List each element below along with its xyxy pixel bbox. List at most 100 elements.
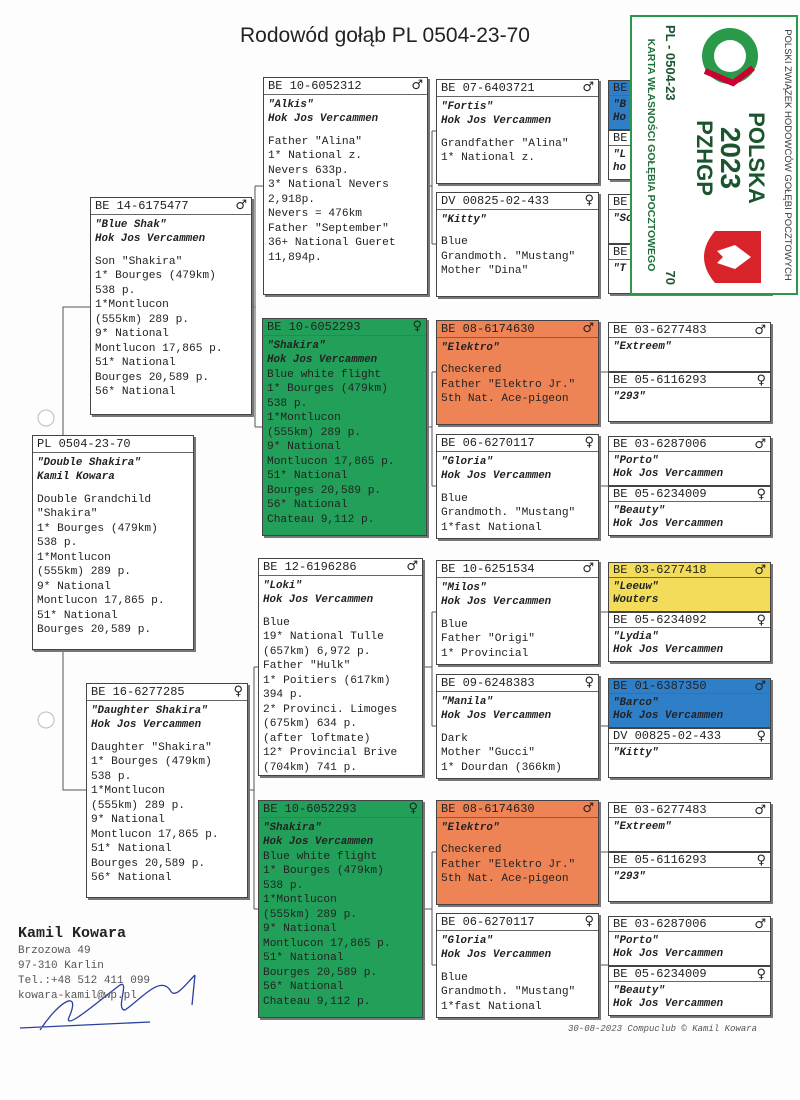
pigeon-owner: Hok Jos Vercammen [613, 644, 724, 656]
pedigree-line: 36+ National Gueret [268, 237, 396, 249]
ring-header: DV 00825-02-433 ♀ [437, 193, 598, 210]
ring-number: BE 05-6234009 [613, 487, 707, 501]
pedigree-line: Father "Hulk" [263, 660, 351, 672]
pedigree-line: Blue white flight [263, 850, 378, 863]
ring-number: BE [613, 245, 628, 259]
pigeon-card: BE 03-6287006 ♂ "Porto" Hok Jos Vercammen [608, 436, 771, 486]
pedigree-line: 1* Dourdan (366km) [441, 761, 562, 774]
ring-number: PL 0504-23-70 [37, 437, 131, 451]
pigeon-owner: Hok Jos Vercammen [441, 949, 552, 961]
ring-header: BE 01-6387350 ♂ [609, 679, 770, 694]
ring-number: BE 10-6052293 [267, 320, 361, 334]
sex-symbol: ♀ [584, 675, 594, 690]
pedigree-line: 1* Poitiers (617km) [263, 674, 391, 687]
pedigree-line: Mother "Dina" [441, 265, 529, 277]
pigeon-name: "T [613, 263, 626, 275]
ring-header: BE 03-6287006 ♂ [609, 437, 770, 452]
pedigree-line: Grandfather "Alina" [441, 137, 569, 150]
sex-symbol: ♂ [754, 563, 766, 578]
ring-header: BE 10-6052293 ♀ [263, 319, 426, 336]
spacer [441, 227, 594, 235]
breeder-info: Kamil Kowara Brzozowa 49 97-310 Karlin T… [18, 924, 150, 1004]
sex-symbol: ♂ [411, 78, 423, 93]
pigeon-name: "Milos" [441, 581, 487, 594]
sex-symbol: ♂ [406, 559, 418, 574]
pedigree-line: 9* National [95, 328, 169, 340]
pedigree-line: Blue [441, 492, 468, 505]
card-center: POLSKA 2023 PZHGP [691, 112, 769, 204]
pedigree-line: 538 p. [263, 879, 304, 892]
spacer [91, 733, 243, 741]
pigeon-name: "Shakira" [267, 339, 326, 352]
breeder-phone: Tel.:+48 512 411 099 [18, 975, 151, 987]
ring-number: BE [613, 195, 628, 209]
pigeon-name: "Fortis" [441, 100, 493, 113]
pedigree-line: 1* National z. [268, 150, 362, 162]
breeder-street: Brzozowa 49 [18, 945, 91, 957]
ring-number: BE 10-6052293 [263, 802, 357, 816]
union-name: POLSKI ZWIĄZEK HODOWCÓW GOŁĘBI POCZTOWYC… [782, 29, 793, 281]
ring-number: BE 03-6277483 [613, 803, 707, 817]
pigeon-name: "Daughter Shakira" [91, 704, 208, 717]
pigeon-name: "Porto" [613, 455, 659, 467]
pedigree-line: 12* Provincial Brive [263, 747, 398, 759]
sex-symbol: ♀ [756, 373, 766, 388]
pigeon-owner: Hok Jos Vercammen [441, 115, 552, 127]
sex-symbol: ♂ [754, 917, 766, 932]
footer: 30-08-2023 Compuclub © Kamil Kowara [568, 1024, 758, 1034]
pigeon-card: BE 03-6277483 ♂ "Extreem" [608, 322, 771, 372]
pedigree-line: Chateau 9,112 p. [263, 995, 371, 1008]
pigeon-card: BE 03-6277418 ♂ "Leeuw" Wouters [608, 562, 771, 612]
ring-header: DV 00825-02-433 ♀ [609, 729, 770, 744]
ring-header: BE 05-6116293 ♀ [609, 853, 770, 868]
pedigree-line: Grandmoth. "Mustang" [441, 250, 576, 263]
pedigree-line: 51* National [91, 843, 172, 855]
pedigree-line: 5th Nat. Ace-pigeon [441, 873, 569, 885]
pedigree-line: 1* Bourges (479km) [91, 756, 212, 768]
sex-symbol: ♀ [756, 729, 766, 744]
year: 2023 [715, 126, 746, 190]
pigeon-owner: Wouters [613, 594, 659, 606]
sex-symbol: ♂ [582, 321, 594, 336]
pedigree-line: Checkered [441, 844, 502, 856]
pigeon-name: "Double Shakira" [37, 456, 141, 469]
pedigree-line: 9* National [37, 580, 111, 593]
card-ring-row: PL - 0504-23 70 [663, 17, 678, 293]
sex-symbol: ♂ [754, 323, 766, 338]
pedigree-line: 11,894p. [268, 251, 322, 264]
ring-number: BE 05-6116293 [613, 373, 707, 387]
breeder-name: Kamil Kowara [18, 925, 127, 942]
pedigree-line: 56* National [267, 499, 348, 511]
pigeon-owner: Hok Jos Vercammen [613, 468, 724, 480]
pigeon-name: "Kitty" [441, 213, 487, 226]
pigeon-name: "Elektro" [441, 341, 500, 354]
ring-number: BE 10-6052312 [268, 79, 362, 93]
pigeon-card: BE 05-6234009 ♀ "Beauty" Hok Jos Vercammen [608, 966, 771, 1016]
sex-symbol: ♀ [233, 684, 243, 699]
spacer [95, 247, 247, 255]
pedigree-line: 1* Bourges (479km) [263, 865, 384, 877]
pedigree-line: Double Grandchild [37, 493, 152, 506]
sex-symbol: ♂ [754, 803, 766, 818]
pigeon-card: BE 05-6116293 ♀ "293" [608, 372, 771, 422]
pigeon-card: BE 10-6251534 ♂ "Milos" Hok Jos Vercammen Bl… [436, 560, 599, 665]
card-title: KARTA WŁASNOŚCI GOŁĘBIA POCZTOWEGO [645, 38, 657, 272]
ring-header: PL 0504-23-70 [33, 436, 193, 453]
pedigree-line: 1*Montlucon [267, 412, 341, 424]
pedigree-line: Father "September" [268, 222, 389, 235]
sex-symbol: ♀ [412, 319, 422, 334]
pedigree-line: Son "Shakira" [95, 255, 183, 268]
pigeon-owner: Hok Jos Vercammen [267, 354, 378, 366]
ring-header: BE 05-6234009 ♀ [609, 967, 770, 982]
pigeon-card: BE 09-6248383 ♀ "Manila" Hok Jos Vercammen D… [436, 674, 599, 779]
pedigree-line: 1*Montlucon [263, 894, 337, 906]
ring-header: BE 05-6116293 ♀ [609, 373, 770, 388]
pedigree-line: Blue [441, 236, 468, 248]
pigeon-owner: ho [613, 162, 626, 174]
pigeon-card: BE 06-6270117 ♀ "Gloria" Hok Jos Vercammen B… [436, 913, 599, 1018]
ring-number: BE 03-6287006 [613, 917, 707, 931]
pedigree-line: 1*Montlucon [37, 551, 111, 564]
ring-number: BE 08-6174630 [441, 322, 535, 336]
ring-number: BE 12-6196286 [263, 560, 357, 574]
ring-header: BE 14-6175477 ♂ [91, 198, 251, 215]
